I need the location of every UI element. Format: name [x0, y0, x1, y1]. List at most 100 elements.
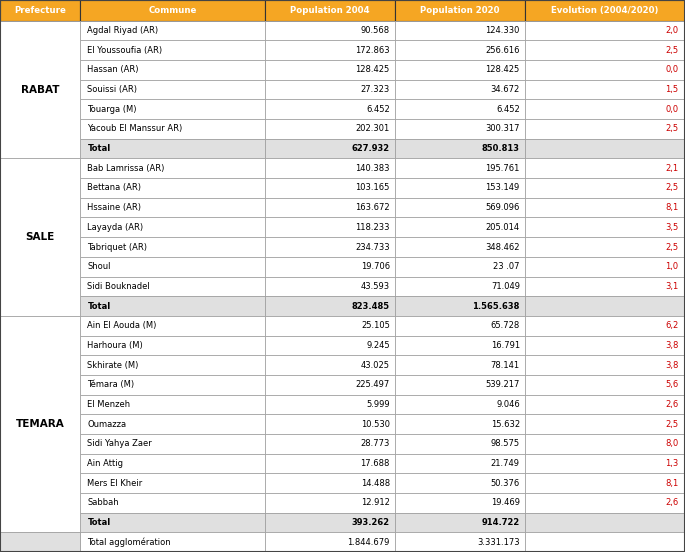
Bar — [395, 139, 525, 158]
Bar — [395, 158, 525, 178]
Text: 128.425: 128.425 — [356, 65, 390, 75]
Bar — [80, 434, 265, 454]
Bar — [395, 277, 525, 296]
Bar — [80, 414, 265, 434]
Bar — [395, 79, 525, 99]
Bar — [80, 316, 265, 336]
Text: 19.469: 19.469 — [490, 498, 520, 507]
Bar — [525, 493, 685, 513]
Bar — [525, 414, 685, 434]
Text: Population 2004: Population 2004 — [290, 6, 370, 15]
Bar — [265, 60, 395, 79]
Text: 2,5: 2,5 — [665, 183, 679, 193]
Bar — [80, 139, 265, 158]
Text: 5,6: 5,6 — [665, 380, 679, 389]
Bar — [395, 0, 525, 21]
Text: 17.688: 17.688 — [360, 459, 390, 468]
Bar — [525, 217, 685, 237]
Bar — [80, 0, 265, 21]
Bar — [395, 414, 525, 434]
Bar — [265, 198, 395, 217]
Bar — [80, 296, 265, 316]
Text: TEMARA: TEMARA — [16, 419, 64, 429]
Text: 27.323: 27.323 — [360, 85, 390, 94]
Bar — [265, 237, 395, 257]
Text: Témara (M): Témara (M) — [88, 380, 134, 389]
Text: Mers El Kheir: Mers El Kheir — [88, 479, 142, 487]
Bar — [525, 473, 685, 493]
Text: 2,6: 2,6 — [665, 498, 679, 507]
Bar — [80, 473, 265, 493]
Text: 19.706: 19.706 — [361, 262, 390, 271]
Bar — [395, 237, 525, 257]
Text: Hassan (AR): Hassan (AR) — [88, 65, 139, 75]
Bar — [395, 316, 525, 336]
Text: 153.149: 153.149 — [486, 183, 520, 193]
Bar — [395, 434, 525, 454]
Text: 90.568: 90.568 — [361, 26, 390, 35]
Bar — [525, 336, 685, 355]
Bar — [80, 40, 265, 60]
Bar — [80, 158, 265, 178]
Text: 6,2: 6,2 — [665, 321, 679, 330]
Bar — [525, 0, 685, 21]
Text: 627.932: 627.932 — [351, 144, 390, 153]
Bar — [525, 395, 685, 414]
Bar — [80, 375, 265, 395]
Bar — [525, 119, 685, 139]
Bar — [80, 79, 265, 99]
Text: 16.791: 16.791 — [490, 341, 520, 350]
Text: 140.383: 140.383 — [356, 164, 390, 173]
Bar — [395, 60, 525, 79]
Text: 569.096: 569.096 — [486, 203, 520, 212]
Text: 1,5: 1,5 — [665, 85, 679, 94]
Bar — [395, 257, 525, 277]
Text: Sidi Bouknadel: Sidi Bouknadel — [88, 282, 150, 291]
Text: 43.593: 43.593 — [361, 282, 390, 291]
Text: Tabriquet (AR): Tabriquet (AR) — [88, 242, 147, 252]
Bar — [525, 139, 685, 158]
Bar — [265, 21, 395, 40]
Bar — [525, 316, 685, 336]
Text: 3.331.173: 3.331.173 — [477, 538, 520, 546]
Bar — [395, 493, 525, 513]
Bar — [265, 257, 395, 277]
Bar — [265, 40, 395, 60]
Bar — [525, 40, 685, 60]
Bar — [265, 296, 395, 316]
Text: Souissi (AR): Souissi (AR) — [88, 85, 138, 94]
Text: 914.722: 914.722 — [482, 518, 520, 527]
Bar — [525, 21, 685, 40]
Text: Total: Total — [88, 301, 111, 311]
Bar — [265, 139, 395, 158]
Bar — [525, 434, 685, 454]
Bar — [525, 375, 685, 395]
Bar — [80, 532, 265, 552]
Text: Commune: Commune — [149, 6, 197, 15]
Bar — [395, 336, 525, 355]
Text: 23 .07: 23 .07 — [493, 262, 520, 271]
Bar — [265, 178, 395, 198]
Bar — [265, 119, 395, 139]
Bar — [395, 513, 525, 532]
Text: 14.488: 14.488 — [361, 479, 390, 487]
Bar — [265, 395, 395, 414]
Text: 124.330: 124.330 — [486, 26, 520, 35]
Bar — [80, 237, 265, 257]
Bar — [0, 158, 80, 316]
Bar — [395, 119, 525, 139]
Text: 43.025: 43.025 — [361, 360, 390, 370]
Text: 6.452: 6.452 — [366, 105, 390, 114]
Text: Bab Lamrissa (AR): Bab Lamrissa (AR) — [88, 164, 165, 173]
Bar — [265, 0, 395, 21]
Text: Sidi Yahya Zaer: Sidi Yahya Zaer — [88, 439, 152, 448]
Text: 103.165: 103.165 — [356, 183, 390, 193]
Bar — [395, 375, 525, 395]
Text: 2,6: 2,6 — [665, 400, 679, 409]
Text: Oumazza: Oumazza — [88, 420, 127, 428]
Bar — [265, 316, 395, 336]
Text: 3,1: 3,1 — [665, 282, 679, 291]
Text: 8,0: 8,0 — [665, 439, 679, 448]
Bar — [525, 355, 685, 375]
Text: 71.049: 71.049 — [490, 282, 520, 291]
